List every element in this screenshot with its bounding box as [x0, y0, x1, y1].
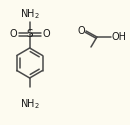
Text: NH$_2$: NH$_2$	[20, 97, 40, 111]
Text: O: O	[77, 26, 85, 36]
Text: O: O	[43, 29, 50, 39]
Text: NH$_2$: NH$_2$	[20, 7, 40, 21]
Text: S: S	[26, 29, 33, 39]
Text: O: O	[9, 29, 17, 39]
Text: OH: OH	[111, 32, 126, 42]
